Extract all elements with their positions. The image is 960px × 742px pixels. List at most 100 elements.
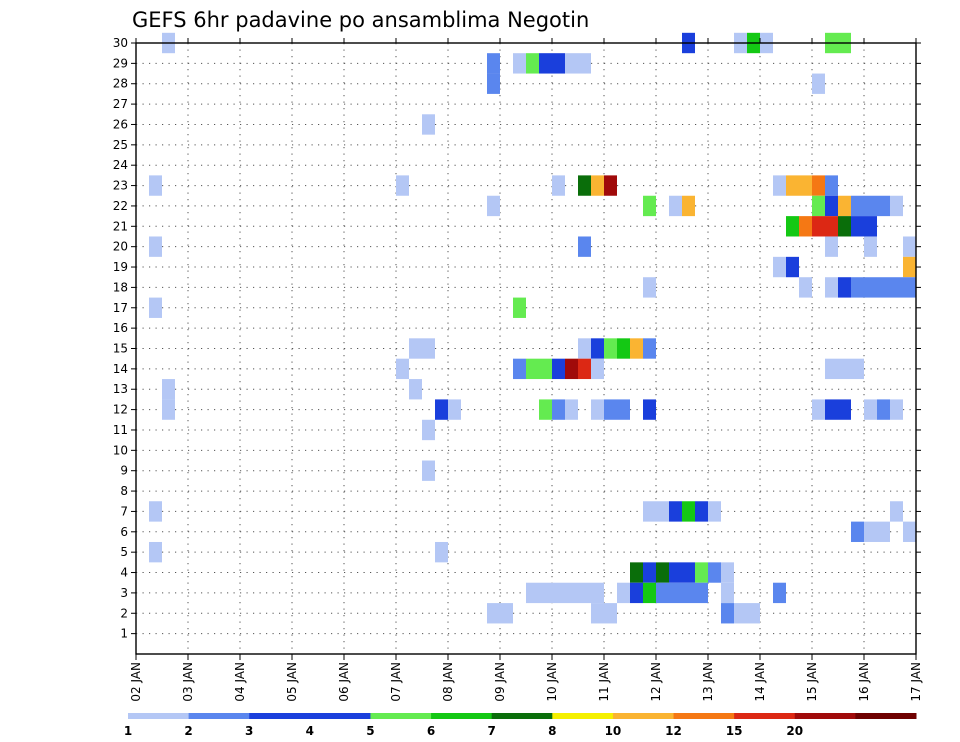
heatmap-cell xyxy=(578,358,591,380)
heatmap-cell xyxy=(396,175,409,196)
heatmap-cell xyxy=(539,53,552,74)
colorbar-label: 20 xyxy=(786,724,803,738)
heatmap-cell xyxy=(825,195,838,217)
heatmap-cell xyxy=(877,195,890,217)
heatmap-cell xyxy=(682,562,695,583)
heatmap-cell xyxy=(643,501,656,522)
heatmap-cell xyxy=(877,277,890,298)
heatmap-cell xyxy=(656,501,669,522)
heatmap-cell xyxy=(578,175,591,196)
heatmap-cell xyxy=(591,399,604,420)
colorbar-label: 7 xyxy=(488,724,496,738)
y-tick-label: 20 xyxy=(113,240,128,254)
y-tick-label: 1 xyxy=(120,627,128,641)
colorbar-swatch xyxy=(491,713,553,719)
colorbar-swatch xyxy=(612,713,675,719)
heatmap-cell xyxy=(799,175,812,196)
heatmap-cell xyxy=(903,521,916,542)
heatmap-cell xyxy=(643,562,656,583)
heatmap-cell xyxy=(695,501,708,522)
heatmap-cell xyxy=(825,399,838,420)
heatmap-cell xyxy=(552,399,565,420)
heatmap-cell xyxy=(526,53,539,74)
x-tick-label: 14 JAN xyxy=(753,662,767,702)
y-tick-label: 22 xyxy=(113,199,128,213)
heatmap-cell xyxy=(786,175,799,196)
heatmap-cell xyxy=(487,195,500,217)
heatmap-cell xyxy=(591,175,604,196)
x-tick-label: 03 JAN xyxy=(181,662,195,702)
colorbar-label: 2 xyxy=(184,724,192,738)
heatmap-cell xyxy=(435,541,448,563)
heatmap-cell xyxy=(149,175,162,196)
heatmap-cell xyxy=(539,582,552,604)
heatmap-cell xyxy=(864,277,877,298)
x-tick-label: 10 JAN xyxy=(545,662,559,702)
heatmap-cell xyxy=(721,582,734,604)
x-tick-label: 17 JAN xyxy=(909,662,923,702)
heatmap-cell xyxy=(578,53,591,74)
grid-lines xyxy=(135,42,917,654)
heatmap-cell xyxy=(604,399,617,420)
colorbar-label: 6 xyxy=(427,724,435,738)
x-tick-label: 02 JAN xyxy=(129,662,143,702)
y-tick-label: 24 xyxy=(113,158,128,172)
y-tick-label: 21 xyxy=(113,219,128,233)
y-tick-label: 23 xyxy=(113,179,128,193)
y-tick-label: 15 xyxy=(113,342,128,356)
heatmap-cell xyxy=(669,501,682,522)
heatmap-cell xyxy=(422,419,435,441)
heatmap-cell xyxy=(565,53,578,74)
heatmap-cell xyxy=(591,338,604,359)
heatmap-cell xyxy=(890,277,903,298)
heatmap-cell xyxy=(552,53,565,74)
heatmap-cell xyxy=(812,175,825,196)
heatmap-cell xyxy=(682,195,695,217)
colorbar-label: 10 xyxy=(605,724,622,738)
heatmap-cell xyxy=(422,114,435,135)
colorbar-swatch xyxy=(188,713,250,719)
colorbar-label: 8 xyxy=(548,724,556,738)
heatmap-cell xyxy=(877,399,890,420)
heatmap-cell xyxy=(864,195,877,217)
y-tick-label: 11 xyxy=(113,423,128,437)
heatmap-cell xyxy=(695,562,708,583)
heatmap-cell xyxy=(812,195,825,217)
heatmap-cell xyxy=(669,582,682,604)
heatmap-cell xyxy=(851,277,864,298)
y-tick-label: 18 xyxy=(113,280,128,294)
heatmap-cell xyxy=(591,603,604,624)
heatmap-cell xyxy=(500,603,513,624)
heatmap-cell xyxy=(578,338,591,359)
heatmap-cell xyxy=(864,399,877,420)
colorbar-swatch xyxy=(370,713,432,719)
heatmap-cell xyxy=(812,216,825,237)
heatmap-cell xyxy=(578,236,591,257)
heatmap-cell xyxy=(630,338,643,359)
heatmap-cell xyxy=(669,195,682,217)
heatmap-cell xyxy=(565,399,578,420)
heatmap-cell xyxy=(162,399,175,420)
heatmap-cell xyxy=(890,399,903,420)
heatmap-cell xyxy=(448,399,461,420)
heatmap-cell xyxy=(721,603,734,624)
colorbar-swatch xyxy=(309,713,371,719)
heatmap-cell xyxy=(552,358,565,380)
heatmap-cell xyxy=(903,256,916,278)
heatmap-cell xyxy=(604,175,617,196)
heatmap-cell xyxy=(422,338,435,359)
heatmap-cell xyxy=(149,297,162,318)
heatmap-cell xyxy=(162,379,175,400)
y-tick-label: 30 xyxy=(113,36,128,50)
heatmap-cell xyxy=(903,236,916,257)
heatmap-cell xyxy=(851,216,864,237)
heatmap-cell xyxy=(591,582,604,604)
heatmap-cell xyxy=(643,277,656,298)
heatmap-cell xyxy=(643,399,656,420)
heatmap-cell xyxy=(630,562,643,583)
heatmap-cell xyxy=(526,582,539,604)
heatmap-cell xyxy=(838,195,851,217)
heatmap-cell xyxy=(409,379,422,400)
x-tick-label: 05 JAN xyxy=(285,662,299,702)
